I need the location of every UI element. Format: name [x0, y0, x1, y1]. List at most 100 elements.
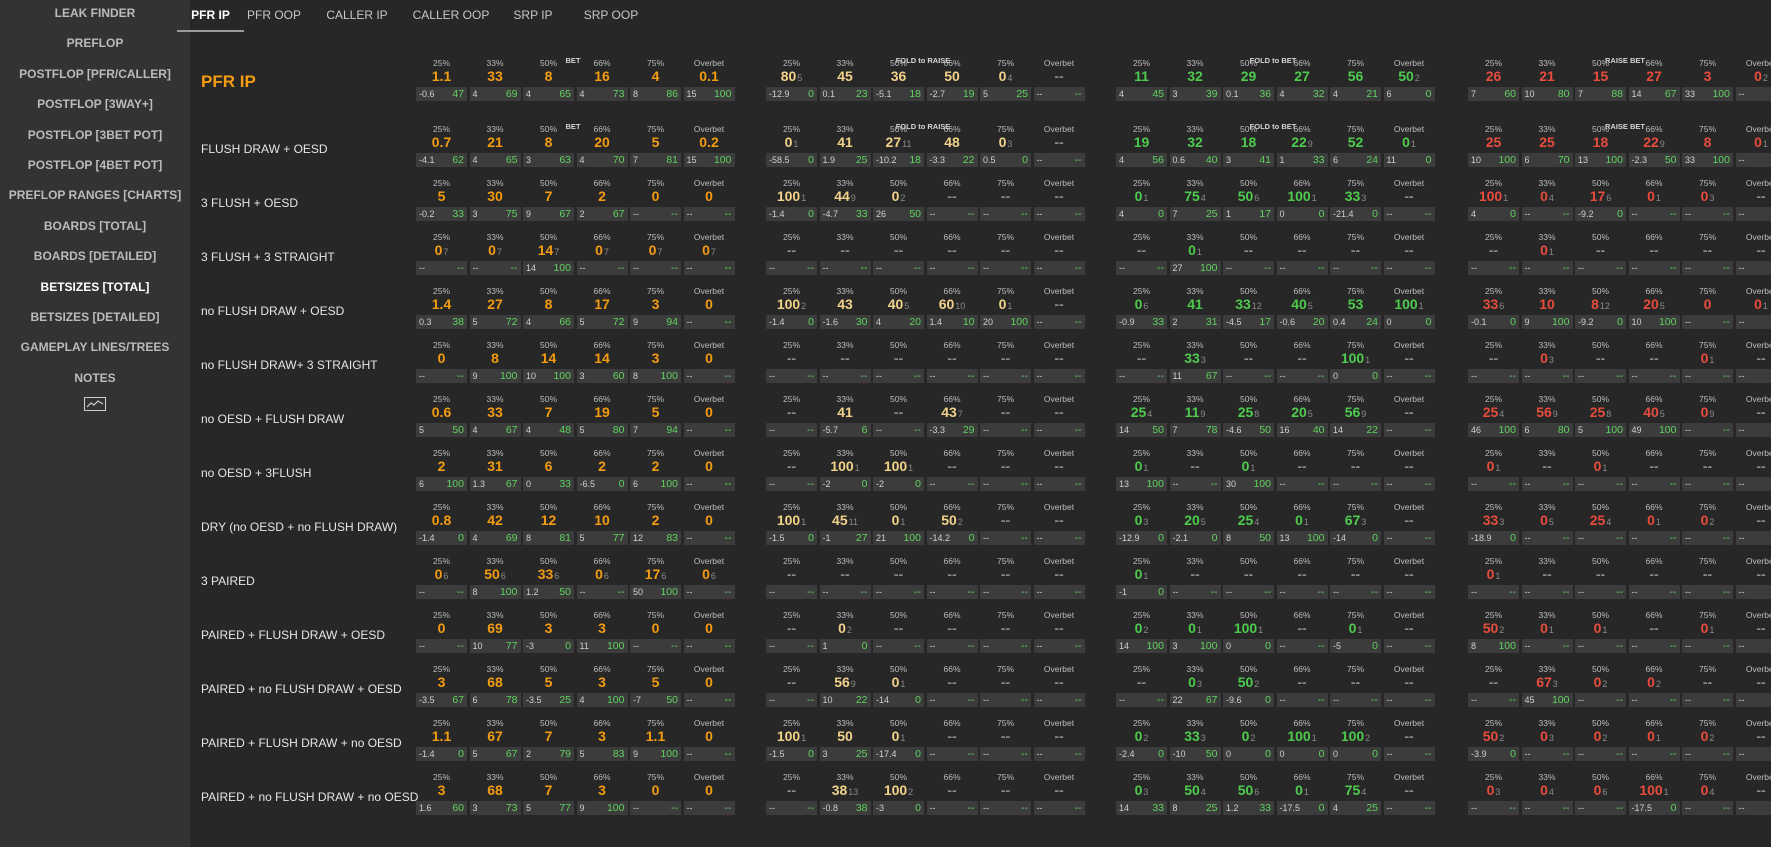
stat-cell[interactable]: Overbet------	[1033, 394, 1086, 437]
stat-cell[interactable]: 66% -- -- --	[1276, 610, 1329, 653]
stat-cell[interactable]: 50% 8 3 63	[522, 124, 575, 167]
stat-cell[interactable]: Overbet 07 -- --	[683, 232, 736, 275]
stat-cell[interactable]: 33% 41 -5.7 6	[819, 394, 872, 437]
stat-cell[interactable]: 75% 1001 0 0	[1329, 340, 1382, 383]
stat-cell[interactable]: 25% 01 4 0	[1115, 178, 1168, 221]
stat-cell[interactable]: 33% -- -- --	[1521, 448, 1574, 491]
stat-cell[interactable]: 66% -- -- --	[1628, 232, 1681, 275]
stat-cell[interactable]: Overbet 0 -- --	[683, 772, 736, 815]
stat-cell[interactable]: 66% -- -- --	[1276, 448, 1329, 491]
stat-cell[interactable]: 66% 3 5 83	[576, 718, 629, 761]
stat-cell[interactable]: 33% 119 7 78	[1169, 394, 1222, 437]
stat-cell[interactable]: 50% 258 -4.6 50	[1222, 394, 1275, 437]
stat-cell[interactable]: Overbet------	[1383, 394, 1436, 437]
stat-cell[interactable]: 66% 1001 0 0	[1276, 178, 1329, 221]
stat-cell[interactable]: 50% 5 -3.5 25	[522, 664, 575, 707]
stat-cell[interactable]: 66% -- -- --	[1628, 340, 1681, 383]
stat-cell[interactable]: 50% 6 0 33	[522, 448, 575, 491]
stat-cell[interactable]: 50% -- -- --	[1574, 232, 1627, 275]
stat-cell[interactable]: 33% 504 8 25	[1169, 772, 1222, 815]
stat-cell[interactable]: Overbet------	[1033, 718, 1086, 761]
stat-cell[interactable]: Overbet 0 -- --	[683, 394, 736, 437]
stat-cell[interactable]: Overbet 0 -- --	[683, 664, 736, 707]
stat-cell[interactable]: 25% 01 13 100	[1115, 448, 1168, 491]
stat-cell[interactable]: 25% 333 -18.9 0	[1467, 502, 1520, 545]
stat-cell[interactable]: Overbet 502 6 0	[1383, 58, 1436, 101]
stat-cell[interactable]: 33% 333 11 67	[1169, 340, 1222, 383]
stat-cell[interactable]: 25% 805 -12.9 0	[765, 58, 818, 101]
stat-cell[interactable]: Overbet------	[1383, 502, 1436, 545]
stat-cell[interactable]: 66% -- -- --	[1276, 556, 1329, 599]
stat-cell[interactable]: 50% 3 -3 0	[522, 610, 575, 653]
stat-cell[interactable]: 75% 754 4 25	[1329, 772, 1382, 815]
stat-cell[interactable]: 66% 1001 -17.5 0	[1628, 772, 1681, 815]
stat-cell[interactable]: 75% 3 33 100	[1681, 58, 1734, 101]
stat-cell[interactable]: 75% 3 8 100	[629, 340, 682, 383]
sidebar-item-betsizes-total[interactable]: BETSIZES [TOTAL]	[40, 279, 150, 294]
stat-cell[interactable]: Overbet 1001 0 0	[1383, 286, 1436, 329]
stat-cell[interactable]: 50% 8 4 66	[522, 286, 575, 329]
stat-cell[interactable]: 50% 29 0.1 36	[1222, 58, 1275, 101]
stat-cell[interactable]: 33% 41 2 31	[1169, 286, 1222, 329]
stat-cell[interactable]: 25% 01 -58.5 0	[765, 124, 818, 167]
stat-cell[interactable]: 25% 19 4 56	[1115, 124, 1168, 167]
stat-cell[interactable]: 66% 405 -0.6 20	[1276, 286, 1329, 329]
stat-cell[interactable]: 66% 3 9 100	[576, 772, 629, 815]
stat-cell[interactable]: 66% -- -- --	[1628, 556, 1681, 599]
stat-cell[interactable]: 66% 27 4 32	[1276, 58, 1329, 101]
stat-cell[interactable]: 33% -- -- --	[1169, 448, 1222, 491]
stat-cell[interactable]: 33% 01 27 100	[1169, 232, 1222, 275]
sidebar-item-boards-total[interactable]: BOARDS [TOTAL]	[43, 218, 147, 233]
stat-cell[interactable]: 50% 01 -- --	[1574, 610, 1627, 653]
stat-cell[interactable]: 25% 1002 -1.4 0	[765, 286, 818, 329]
stat-cell[interactable]: 75% 1002 0 0	[1329, 718, 1382, 761]
stat-cell[interactable]: 33% -- -- --	[819, 232, 872, 275]
stat-cell[interactable]: 50% -- -- --	[1222, 232, 1275, 275]
sidebar-item-boards-detailed[interactable]: BOARDS [DETAILED]	[33, 249, 157, 264]
stat-cell[interactable]: Overbet------	[1033, 664, 1086, 707]
stat-cell[interactable]: 25% 336 -0.1 0	[1467, 286, 1520, 329]
stat-cell[interactable]: 25% -- -- --	[765, 664, 818, 707]
stat-cell[interactable]: 75% 04 -- --	[1681, 772, 1734, 815]
stat-cell[interactable]: 50% 18 13 100	[1574, 124, 1627, 167]
stat-cell[interactable]: 25% 02 -2.4 0	[1115, 718, 1168, 761]
stat-cell[interactable]: Overbet------	[1735, 394, 1771, 437]
stat-cell[interactable]: 75% -- -- --	[1681, 232, 1734, 275]
stat-cell[interactable]: 25% 06 -- --	[415, 556, 468, 599]
stat-cell[interactable]: 75% -- -- --	[979, 502, 1032, 545]
stat-cell[interactable]: 33% 30 3 75	[469, 178, 522, 221]
stat-cell[interactable]: 75% 0 -- --	[629, 610, 682, 653]
stat-cell[interactable]: 33% 03 22 67	[1169, 664, 1222, 707]
stat-cell[interactable]: 33% -- -- --	[1169, 556, 1222, 599]
stat-cell[interactable]: 66% 17 5 72	[576, 286, 629, 329]
stat-cell[interactable]: 25% -- -- --	[765, 340, 818, 383]
stat-cell[interactable]: 50% 15 7 88	[1574, 58, 1627, 101]
stat-cell[interactable]: Overbet------	[1735, 556, 1771, 599]
stat-cell[interactable]: 75% -- -- --	[979, 556, 1032, 599]
stat-cell[interactable]: 25% 3 -3.5 67	[415, 664, 468, 707]
stat-cell[interactable]: Overbet 0 -- --	[683, 502, 736, 545]
stat-cell[interactable]: 75% -- -- --	[979, 178, 1032, 221]
stat-cell[interactable]: Overbet------	[1735, 178, 1771, 221]
stat-cell[interactable]: 66% 2 2 67	[576, 178, 629, 221]
stat-cell[interactable]: 75% -- -- --	[1681, 664, 1734, 707]
stat-cell[interactable]: 25% -- -- --	[765, 556, 818, 599]
stat-cell[interactable]: Overbet------	[1383, 178, 1436, 221]
stat-cell[interactable]: Overbet 0.2 15 100	[683, 124, 736, 167]
stat-cell[interactable]: Overbet------	[1735, 232, 1771, 275]
stat-cell[interactable]: Overbet 0 -- --	[683, 340, 736, 383]
stat-cell[interactable]: 66% 27 14 67	[1628, 58, 1681, 101]
stat-cell[interactable]: Overbet------	[1383, 448, 1436, 491]
stat-cell[interactable]: 75% 2 12 83	[629, 502, 682, 545]
stat-cell[interactable]: 50% 01 -- --	[1574, 448, 1627, 491]
stat-cell[interactable]: 75% 01 -- --	[1681, 340, 1734, 383]
stat-cell[interactable]: 66% 01 13 100	[1276, 502, 1329, 545]
stat-cell[interactable]: 25% -- -- --	[765, 772, 818, 815]
stat-cell[interactable]: 75% 569 14 22	[1329, 394, 1382, 437]
stat-cell[interactable]: Overbet 0 -- --	[683, 718, 736, 761]
stat-cell[interactable]: 66% 10 5 77	[576, 502, 629, 545]
stat-cell[interactable]: 75% 673 -14 0	[1329, 502, 1382, 545]
stat-cell[interactable]: 25% 25 10 100	[1467, 124, 1520, 167]
stat-cell[interactable]: 75% 4 8 86	[629, 58, 682, 101]
stat-cell[interactable]: 75% 333 -21.4 0	[1329, 178, 1382, 221]
